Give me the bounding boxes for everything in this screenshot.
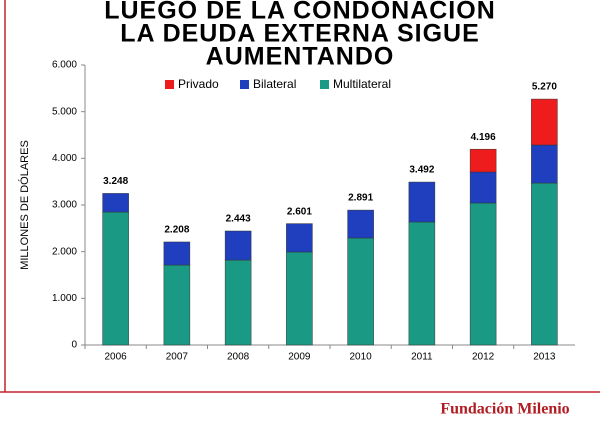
total-label: 3.248: [103, 176, 128, 187]
legend-swatch: [320, 80, 329, 89]
legend-label: Multilateral: [333, 77, 391, 91]
x-tick-label: 2006: [105, 352, 128, 363]
bar-segment: [469, 171, 497, 204]
y-tick-label: 1.000: [52, 293, 77, 304]
bar-segment: [224, 230, 252, 261]
x-tick-label: 2011: [411, 352, 433, 363]
bar-segment: [469, 148, 497, 173]
total-label: 3.492: [409, 165, 434, 176]
bar-segment: [408, 181, 436, 223]
bar-segment: [531, 182, 558, 346]
y-tick-label: 4.000: [52, 153, 77, 164]
bar-segment: [224, 259, 252, 346]
bar-segment: [469, 202, 497, 346]
x-tick-label: 2013: [533, 352, 556, 363]
bar-segment: [286, 251, 313, 346]
bar-segment: [102, 193, 129, 213]
bar-segment: [408, 221, 436, 346]
total-label: 2.891: [348, 193, 373, 204]
x-tick-label: 2009: [288, 352, 311, 363]
total-label: 2.601: [287, 206, 312, 217]
bar-segment: [163, 264, 191, 346]
chart-title: LA DEUDA EXTERNA SIGUE: [120, 20, 480, 48]
y-tick-label: 0: [71, 340, 77, 351]
y-tick-label: 2.000: [52, 246, 77, 257]
y-tick-label: 6.000: [52, 60, 77, 71]
bar-segment: [102, 211, 129, 346]
footer-logo: Fundación Milenio: [440, 401, 569, 418]
bar-segment: [163, 241, 191, 266]
total-label: 2.208: [164, 225, 189, 236]
legend-swatch: [165, 80, 174, 89]
x-tick-label: 2007: [166, 352, 189, 363]
x-tick-label: 2010: [350, 352, 373, 363]
bar-segment: [347, 237, 374, 346]
bar-segment: [286, 223, 313, 253]
legend-swatch: [240, 80, 249, 89]
total-label: 4.196: [471, 132, 496, 143]
bar-segment: [347, 209, 374, 239]
x-tick-label: 2008: [227, 352, 250, 363]
total-label: 2.443: [226, 214, 251, 225]
chart-title: AUMENTANDO: [206, 43, 395, 71]
y-tick-label: 5.000: [52, 106, 77, 117]
legend-label: Bilateral: [253, 77, 296, 91]
bar-segment: [531, 144, 558, 184]
y-tick-label: 3.000: [52, 200, 77, 211]
y-axis-label: MILLONES DE DÓLARES: [18, 140, 31, 270]
chart-title: LUEGO DE LA CONDONACIÓN: [104, 0, 496, 25]
legend-label: Privado: [178, 77, 219, 91]
x-tick-label: 2012: [472, 352, 495, 363]
total-label: 5.270: [532, 82, 557, 93]
bar-segment: [531, 98, 558, 146]
